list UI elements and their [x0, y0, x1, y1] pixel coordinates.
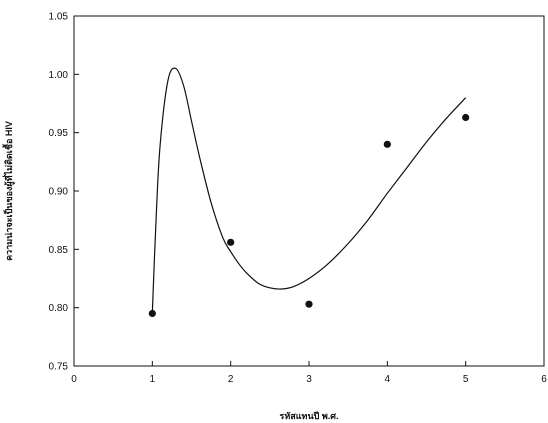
data-points — [148, 113, 470, 318]
plot-frame — [73, 15, 545, 367]
y-axis: 0.75 0.80 0.85 0.90 0.95 1.00 1.05 — [49, 12, 79, 373]
x-tick-label: 4 — [385, 374, 391, 385]
fitted-curve-line — [151, 67, 467, 314]
x-tick-label: 3 — [306, 374, 312, 385]
data-point — [462, 113, 470, 122]
x-tick-label: 2 — [228, 374, 234, 385]
data-point — [148, 309, 156, 318]
y-tick-label: 0.85 — [49, 245, 69, 256]
y-tick-label: 0.95 — [49, 128, 69, 139]
y-tick-label: 1.05 — [49, 12, 69, 23]
x-tick-label: 6 — [541, 374, 547, 385]
x-tick-label: 0 — [71, 374, 77, 385]
x-axis-title: รหัสแทนปี พ.ศ. — [279, 411, 338, 421]
data-point — [227, 238, 235, 246]
x-axis: 0 1 2 3 4 5 6 — [71, 361, 547, 385]
x-tick-label: 5 — [463, 374, 469, 385]
data-point — [305, 300, 313, 308]
y-tick-label: 0.75 — [49, 362, 69, 373]
y-tick-label: 0.90 — [49, 187, 69, 198]
y-tick-label: 1.00 — [49, 70, 69, 81]
x-tick-label: 1 — [150, 374, 156, 385]
data-point — [383, 140, 391, 148]
y-tick-label: 0.80 — [49, 303, 69, 314]
y-axis-title: ความน่าจะเป็นของผู้ที่ไม่ติดเชื้อ HIV — [2, 121, 15, 261]
